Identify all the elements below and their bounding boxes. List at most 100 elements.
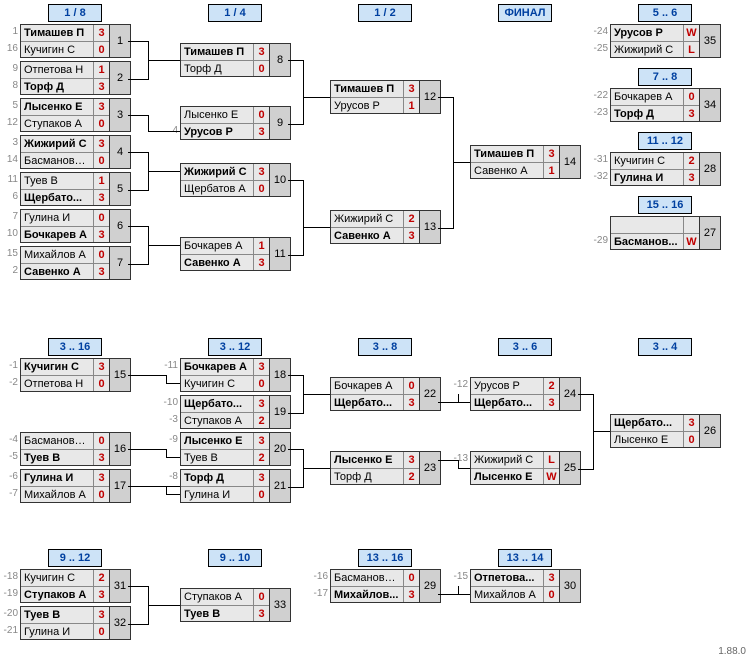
player-name: Михайлов А [21,247,94,263]
player-name: Урусов Р [331,97,404,113]
player-score: 3 [94,25,109,41]
player-score: 0 [94,115,109,131]
player-name: Бочкарев А [611,89,684,105]
round-label: 9 .. 10 [208,549,262,567]
player-name: Лысенко Е [181,107,254,123]
player-name: Бочкарев А [181,238,254,254]
match-number: 9 [269,107,290,139]
match-number: 3 [109,99,130,131]
player-name: Торф Д [611,105,684,121]
player-name: Туев В [181,449,254,465]
seed-number: -29 [586,235,608,246]
seed-number: 7 [0,211,18,222]
player-score: 3 [94,189,109,205]
seed-number: -10 [156,397,178,408]
bracket-connector [438,594,470,595]
player-score: 0 [94,41,109,57]
round-label: 13 .. 16 [358,549,412,567]
match-number: 12 [419,81,440,113]
match: -1-2Кучигин С3Отпетова Н015 [20,358,131,392]
player-name: Торф Д [21,78,94,94]
match: Щербато...3Лысенко Е026 [610,414,721,448]
seed-number: -4 [0,434,18,445]
bracket-connector [458,468,470,469]
match: -12Урусов Р2Щербато...324 [470,377,581,411]
match-number: 28 [699,153,720,185]
version-label: 1.88.0 [718,646,746,657]
player-name: Басманова Л [331,570,404,586]
player-score: L [684,41,699,57]
bracket-connector [593,431,610,432]
seed-number: 2 [0,265,18,276]
bracket-connector [438,394,459,402]
bracket-connector [303,227,330,228]
match-number: 30 [559,570,580,602]
player-name: Михайлов А [21,486,94,502]
bracket-connector [128,115,149,132]
player-name: Тимашев П [21,25,94,41]
seed-number: 8 [0,80,18,91]
player-score: 3 [254,123,269,139]
player-score: 2 [544,378,559,394]
player-name: Савенко А [21,263,94,279]
player-name: Отпетова... [471,570,544,586]
bracket-connector [438,586,459,594]
player-score: 1 [94,62,109,78]
bracket-connector [148,245,180,246]
player-name: Ступаков А [181,589,254,605]
player-score: 0 [94,152,109,168]
match-number: 16 [109,433,130,465]
player-name: Гулина И [21,623,94,639]
bracket-connector [128,486,167,494]
player-score: 2 [254,412,269,428]
player-score: 2 [254,449,269,465]
player-name: Тимашев П [331,81,404,97]
match: Лысенко Е3Торф Д223 [330,451,441,485]
seed-number: -11 [156,360,178,371]
player-score: 1 [404,97,419,113]
player-score: 3 [254,254,269,270]
match: Тимашев П3Урусов Р112 [330,80,441,114]
match-number: 32 [109,607,130,639]
player-score: 3 [94,470,109,486]
player-score: 3 [94,136,109,152]
bracket-connector [438,460,459,469]
seed-number: -31 [586,154,608,165]
player-name: Бочкарев А [331,378,404,394]
seed-number: -22 [586,90,608,101]
match: Тимашев П3Савенко А114 [470,145,581,179]
player-score: 3 [254,396,269,412]
player-name: Щербато... [611,415,684,431]
seed-number: 5 [0,100,18,111]
player-score: 3 [544,570,559,586]
bracket-connector [128,152,149,191]
player-name: Щербатов А [181,180,254,196]
match: 98Отпетова Н1Торф Д32 [20,61,131,95]
match: Бочкарев А1Савенко А311 [180,237,291,271]
seed-number: -2 [0,377,18,388]
player-name: Туев В [21,607,94,623]
seed-number: -15 [446,571,468,582]
round-label: 1 / 8 [48,4,102,22]
match: 4Лысенко Е0Урусов Р39 [180,106,291,140]
bracket-connector [438,97,454,229]
player-score: W [544,468,559,484]
bracket-connector [128,375,167,384]
player-name: Щербато... [331,394,404,410]
bracket-connector [128,449,167,458]
match-number: 10 [269,164,290,196]
player-name: Ступаков А [21,115,94,131]
round-label: 3 .. 12 [208,338,262,356]
player-name: Тимашев П [181,44,254,60]
match-number: 29 [419,570,440,602]
player-score: 3 [684,415,699,431]
round-label: 1 / 4 [208,4,262,22]
match-number: 2 [109,62,130,94]
player-score: 3 [94,359,109,375]
round-label: 7 .. 8 [638,68,692,86]
match: Жижирий С2Савенко А313 [330,210,441,244]
round-label: 11 .. 12 [638,132,692,150]
round-label: 3 .. 16 [48,338,102,356]
bracket-connector [303,468,330,469]
player-name: Ступаков А [21,586,94,602]
